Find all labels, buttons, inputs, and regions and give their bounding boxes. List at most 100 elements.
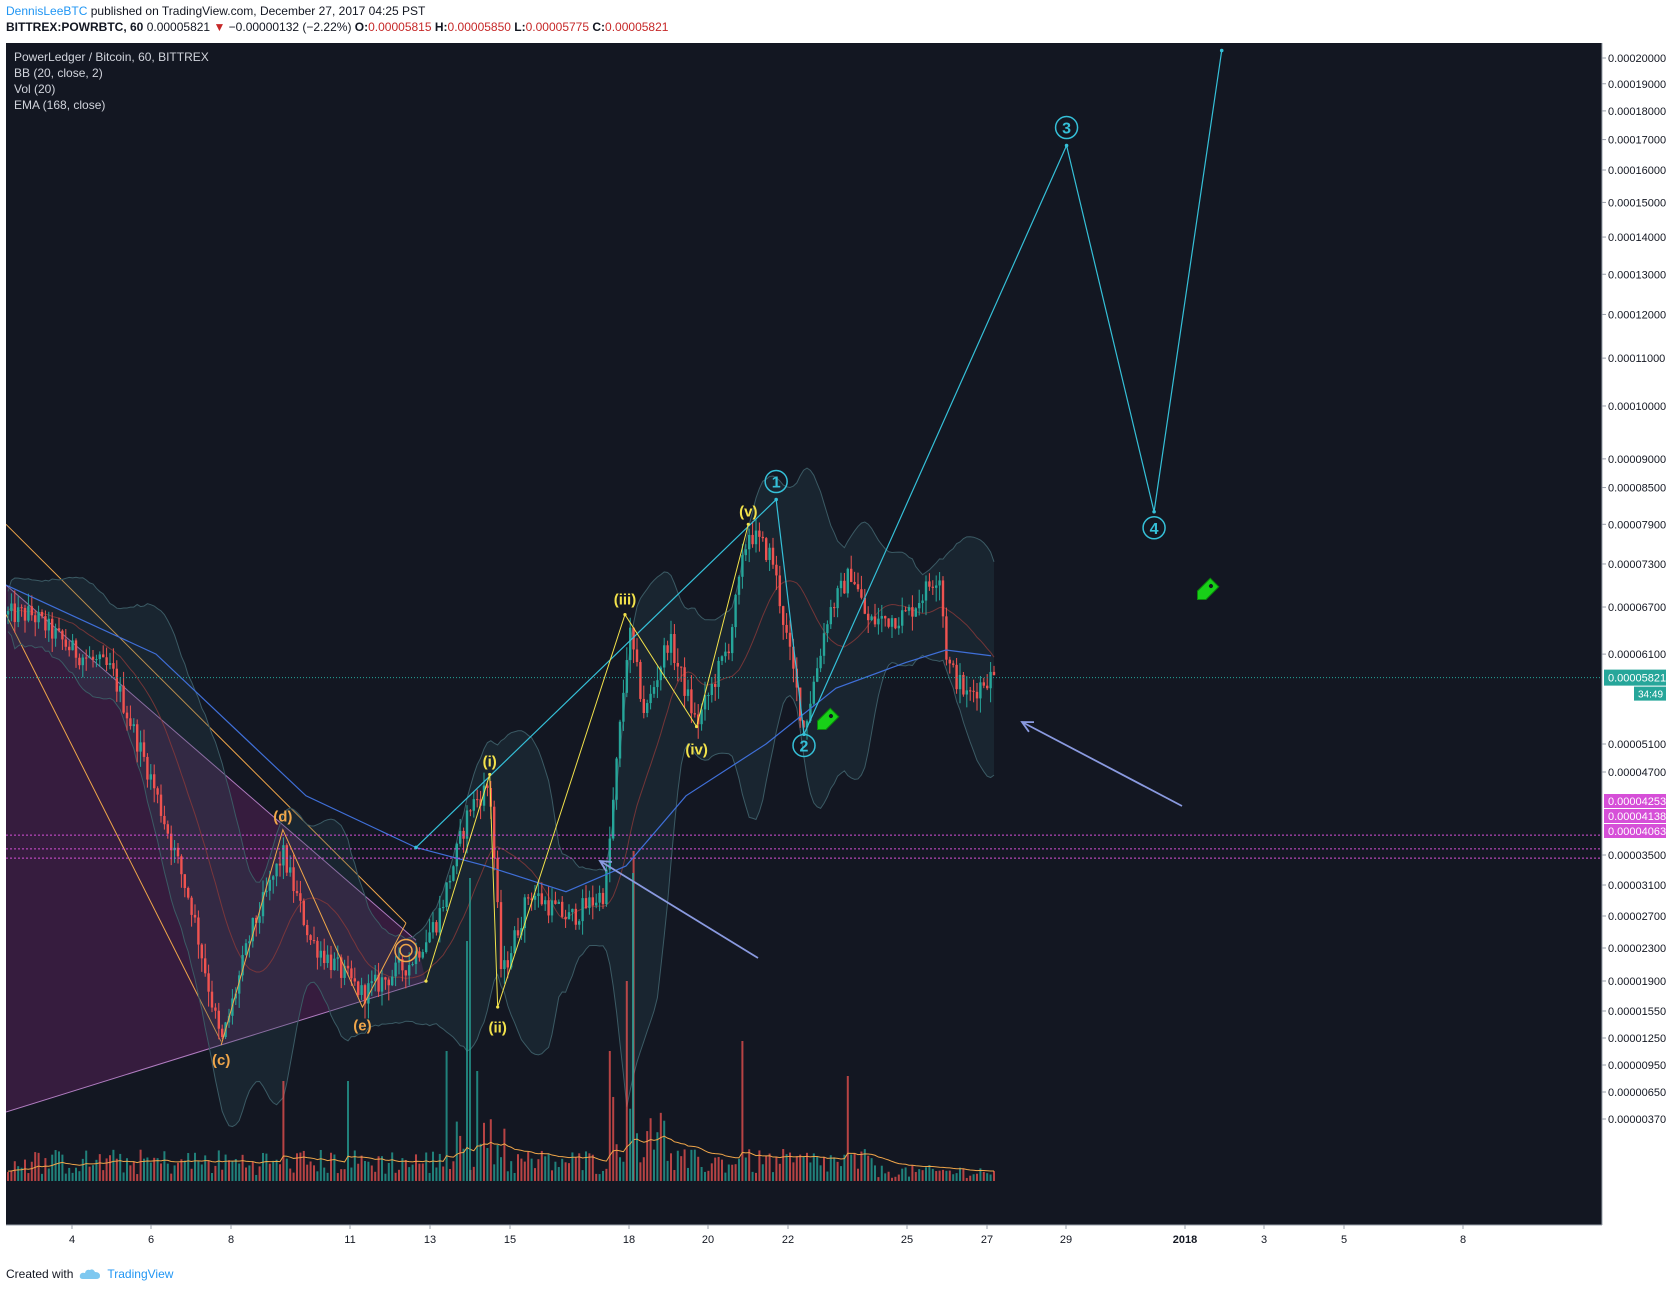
volume-bar bbox=[670, 1153, 672, 1181]
volume-bar bbox=[887, 1171, 890, 1181]
legend-ema[interactable]: EMA (168, close) bbox=[14, 98, 105, 112]
candle-body bbox=[850, 568, 853, 582]
candle-body bbox=[180, 856, 183, 875]
candle-body bbox=[326, 954, 329, 964]
candle-body bbox=[601, 892, 605, 905]
volume-bar bbox=[673, 1170, 676, 1181]
candle-body bbox=[884, 616, 887, 619]
candle-body bbox=[805, 721, 809, 728]
candle-body bbox=[71, 640, 74, 651]
candle-body bbox=[499, 902, 503, 970]
volume-bar bbox=[534, 1168, 536, 1181]
volume-bar bbox=[758, 1150, 761, 1181]
price-scale-panel[interactable] bbox=[1602, 43, 1672, 1252]
legend-vol[interactable]: Vol (20) bbox=[14, 82, 55, 96]
candle-body bbox=[136, 724, 139, 752]
arrow-head bbox=[598, 859, 613, 872]
volume-bar bbox=[687, 1167, 689, 1181]
candle-body bbox=[299, 893, 302, 901]
candle-body bbox=[846, 568, 849, 594]
volume-bar bbox=[931, 1168, 934, 1181]
candle-body bbox=[442, 906, 445, 909]
volume-bar bbox=[98, 1154, 101, 1181]
candle-body bbox=[765, 538, 768, 560]
candle-body bbox=[554, 900, 557, 904]
candle-body bbox=[826, 624, 829, 634]
time-scale-panel[interactable] bbox=[6, 1225, 1602, 1252]
price-chart[interactable]: 1 2 3 4 5 (i) (ii) (iii) (iv) (v) (c) (d) (e) 0.0002… bbox=[6, 43, 1672, 1252]
candle-body bbox=[108, 663, 112, 665]
candle-body bbox=[700, 709, 703, 725]
y-tick-label: 0.00005100 bbox=[1608, 739, 1666, 751]
volume-bar bbox=[574, 1157, 577, 1181]
candle-body bbox=[666, 645, 669, 653]
candle-body bbox=[54, 628, 57, 639]
volume-bar bbox=[316, 1171, 319, 1181]
candle-body bbox=[615, 758, 618, 800]
volume-bar bbox=[724, 1172, 727, 1181]
volume-bar bbox=[510, 1161, 513, 1181]
candle-body bbox=[625, 660, 628, 693]
volume-bar bbox=[194, 1152, 196, 1181]
author-link[interactable]: DennisLeeBTC bbox=[6, 4, 88, 18]
candle-body bbox=[646, 703, 649, 713]
tag-shape bbox=[1197, 577, 1220, 600]
candle-body bbox=[377, 974, 380, 992]
x-tick-label: 3 bbox=[1261, 1234, 1267, 1246]
candle-body bbox=[353, 978, 356, 982]
last-price-badge-text: 0.00005821 bbox=[1608, 673, 1666, 685]
candle-body bbox=[357, 981, 360, 995]
volume-bar bbox=[602, 1170, 604, 1181]
ema-168 bbox=[6, 584, 992, 893]
candle-body bbox=[102, 654, 105, 658]
wave-node bbox=[488, 772, 492, 777]
candle-body bbox=[85, 657, 88, 659]
volume-bar bbox=[350, 1167, 353, 1181]
volume-bar bbox=[13, 1161, 16, 1181]
candle-body bbox=[945, 616, 948, 660]
candle-body bbox=[207, 973, 210, 992]
candle-body bbox=[64, 639, 67, 647]
volume-bar bbox=[391, 1152, 394, 1181]
volume-bar bbox=[190, 1168, 193, 1181]
volume-bar bbox=[109, 1155, 111, 1181]
candle-body bbox=[241, 954, 244, 976]
legend-bb[interactable]: BB (20, close, 2) bbox=[14, 66, 103, 80]
volume-bar bbox=[948, 1170, 951, 1181]
volume-bar bbox=[734, 1164, 737, 1181]
chart-area[interactable]: 1 2 3 4 5 (i) (ii) (iii) (iv) (v) (c) (d) (e) 0.0002… bbox=[6, 43, 1672, 1252]
candle-body bbox=[914, 608, 917, 617]
volume-bar bbox=[741, 1041, 744, 1181]
candle-body bbox=[890, 618, 894, 627]
volume-bar bbox=[727, 1164, 730, 1181]
candle-body bbox=[81, 657, 84, 666]
candle-body bbox=[714, 683, 717, 687]
candle-body bbox=[493, 806, 496, 858]
volume-bar bbox=[173, 1165, 176, 1181]
candle-body bbox=[418, 951, 421, 958]
candle-body bbox=[272, 876, 275, 880]
x-tick-label: 27 bbox=[981, 1234, 993, 1246]
volume-bar bbox=[156, 1158, 159, 1181]
volume-bar bbox=[649, 1118, 652, 1181]
tradingview-brand-link[interactable]: TradingView bbox=[107, 1267, 174, 1281]
volume-bar bbox=[540, 1150, 543, 1181]
candle-body bbox=[547, 900, 550, 916]
wave-2-circle bbox=[792, 733, 816, 758]
volume-bar bbox=[969, 1175, 972, 1181]
candle-body bbox=[785, 624, 788, 633]
volume-bar bbox=[299, 1152, 302, 1181]
candle-body bbox=[975, 691, 979, 699]
wave-node bbox=[623, 612, 627, 617]
volume-bar bbox=[92, 1165, 94, 1181]
volume-bar bbox=[659, 1112, 662, 1181]
candle-body bbox=[88, 656, 91, 658]
y-tick-label: 0.00003500 bbox=[1608, 850, 1666, 862]
volume-bar bbox=[132, 1161, 135, 1181]
volume-bar bbox=[914, 1172, 917, 1181]
bb-lower bbox=[7, 631, 995, 1128]
volume-bar bbox=[744, 1157, 747, 1181]
candle-body bbox=[557, 901, 560, 904]
volume-bar bbox=[47, 1168, 50, 1181]
volume-bar bbox=[364, 1161, 366, 1181]
